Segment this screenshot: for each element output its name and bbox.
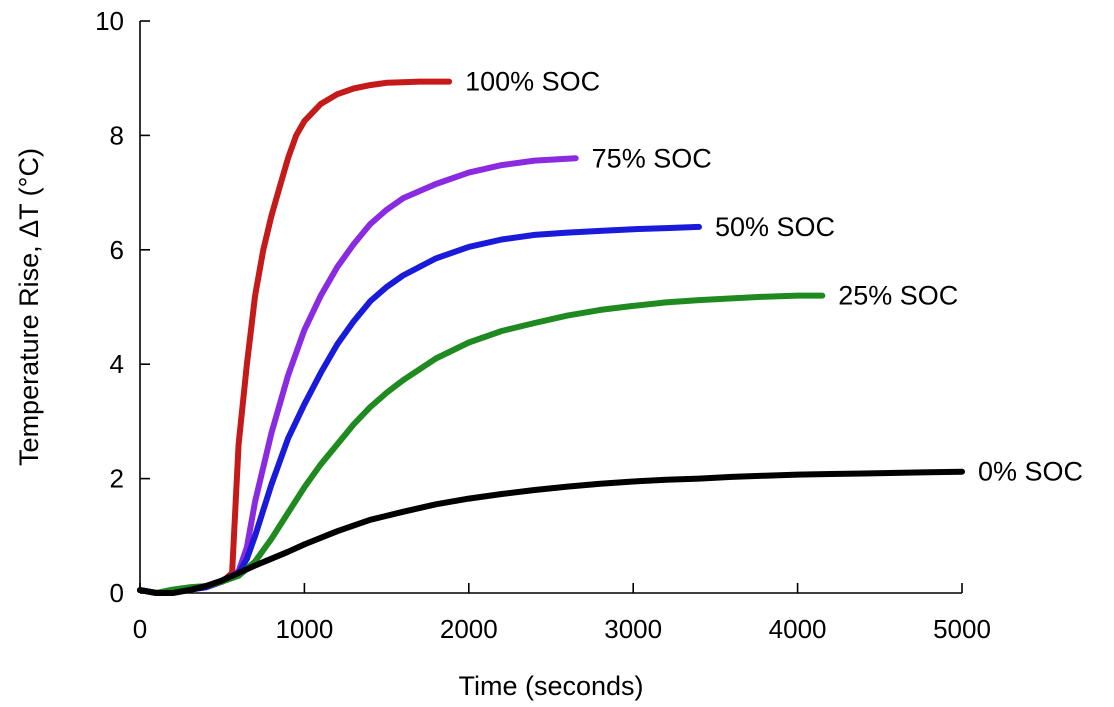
y-tick-label: 8 xyxy=(110,120,124,150)
series-label-50pct-soc: 50% SOC xyxy=(715,212,835,242)
x-tick-label: 3000 xyxy=(604,614,662,644)
x-tick-label: 4000 xyxy=(769,614,827,644)
x-tick-label: 2000 xyxy=(440,614,498,644)
y-tick-label: 0 xyxy=(110,578,124,608)
series-line-0pct-soc xyxy=(137,468,965,596)
series-line-25pct-soc xyxy=(137,292,826,596)
y-tick-label: 6 xyxy=(110,235,124,265)
y-axis-title: Temperature Rise, ΔT (°C) xyxy=(14,148,44,466)
x-axis-title: Time (seconds) xyxy=(458,671,643,701)
x-tick-label: 5000 xyxy=(933,614,991,644)
series-line-75pct-soc xyxy=(137,155,579,596)
x-tick-label: 0 xyxy=(133,614,147,644)
axes: 0 2 4 6 8 10 0 1000 2000 3000 4000 5000 xyxy=(95,6,991,644)
y-tick-label: 10 xyxy=(95,6,124,36)
y-tick-label: 2 xyxy=(110,464,124,494)
series-label-25pct-soc: 25% SOC xyxy=(838,281,958,311)
y-tick-label: 4 xyxy=(110,349,124,379)
series-line-100pct-soc xyxy=(137,78,453,596)
series-label-0pct-soc: 0% SOC xyxy=(978,457,1083,487)
series-line-50pct-soc xyxy=(137,223,702,596)
series-label-100pct-soc: 100% SOC xyxy=(465,67,600,97)
x-tick-label: 1000 xyxy=(275,614,333,644)
series-labels: 100% SOC 75% SOC 50% SOC 25% SOC 0% SOC xyxy=(465,67,1083,487)
series-label-75pct-soc: 75% SOC xyxy=(592,143,712,173)
series-lines xyxy=(137,78,965,596)
